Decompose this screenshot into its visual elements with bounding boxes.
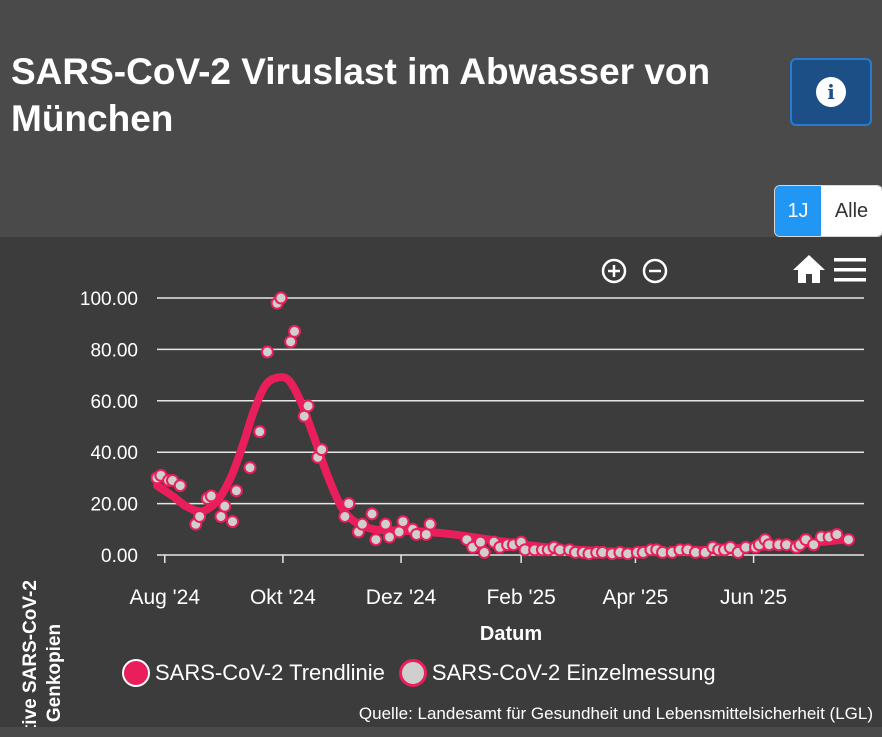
data-point <box>243 461 257 475</box>
trend-line <box>153 373 855 556</box>
zoom-out-icon[interactable] <box>641 257 669 285</box>
y-axis-label-line-2: Genkopien <box>44 624 65 722</box>
data-point <box>253 425 267 439</box>
data-point <box>173 479 187 493</box>
data-point <box>301 399 315 413</box>
source-note: Quelle: Landesamt für Gesundheit und Leb… <box>358 704 873 723</box>
y-tick-label: 100.00 <box>80 289 138 310</box>
range-selector: 1J Alle <box>774 185 882 237</box>
data-point <box>229 484 243 498</box>
x-tick-label: Apr '25 <box>602 586 668 609</box>
data-point <box>342 497 356 511</box>
legend: SARS-CoV-2 Trendlinie SARS-CoV-2 Einzelm… <box>122 659 716 687</box>
data-point <box>807 538 821 552</box>
x-axis-ticks: Aug '24 Okt '24 Dez '24 Feb '25 Apr '25 Jun '… <box>129 555 787 609</box>
data-point <box>288 324 302 338</box>
data-point <box>338 509 352 523</box>
data-point <box>369 533 383 547</box>
data-point <box>830 527 844 541</box>
home-icon[interactable] <box>792 253 826 285</box>
page-title: SARS-CoV-2 Viruslast im Abwasser von Mün… <box>11 51 711 139</box>
data-point <box>218 499 232 513</box>
legend-item-trend[interactable]: SARS-CoV-2 Trendlinie <box>122 659 385 687</box>
x-axis-label: Datum <box>480 623 542 645</box>
data-point <box>274 291 288 305</box>
y-tick-label: 80.00 <box>90 340 138 361</box>
chart-panel: 0.00 20.00 40.00 60.00 80.00 100.00 Aug '24 Ok… <box>0 237 882 727</box>
y-axis-label: Relative SARS-CoV-2 Genkopien <box>20 575 65 727</box>
x-tick-label: Jun '25 <box>720 586 787 609</box>
range-button-1j[interactable]: 1J <box>775 186 821 236</box>
x-tick-label: Feb '25 <box>486 586 555 609</box>
data-point <box>204 489 218 503</box>
legend-label-measurement: SARS-CoV-2 Einzelmessung <box>431 660 716 685</box>
y-axis-label-line-1: Relative SARS-CoV-2 <box>20 580 41 727</box>
data-point <box>355 517 369 531</box>
trend-series <box>153 373 855 556</box>
legend-marker-measurement <box>398 659 427 687</box>
y-tick-label: 0.00 <box>101 546 138 567</box>
data-point <box>379 517 393 531</box>
legend-item-measurement[interactable]: SARS-CoV-2 Einzelmessung <box>398 659 716 687</box>
measurement-series <box>150 291 856 561</box>
x-tick-label: Okt '24 <box>250 586 316 609</box>
data-point <box>382 530 396 544</box>
data-point <box>315 443 329 457</box>
range-button-alle[interactable]: Alle <box>821 186 882 236</box>
chart: 0.00 20.00 40.00 60.00 80.00 100.00 Aug '24 Ok… <box>20 289 864 727</box>
y-tick-label: 20.00 <box>90 495 138 516</box>
y-tick-label: 40.00 <box>90 443 138 464</box>
y-axis-ticks: 0.00 20.00 40.00 60.00 80.00 100.00 <box>80 289 138 567</box>
data-point <box>365 507 379 521</box>
menu-icon[interactable] <box>834 257 868 283</box>
x-tick-label: Aug '24 <box>129 586 200 609</box>
info-button[interactable]: i <box>790 58 872 126</box>
data-point <box>260 345 274 359</box>
zoom-in-icon[interactable] <box>600 257 628 285</box>
legend-label-trend: SARS-CoV-2 Trendlinie <box>155 660 385 685</box>
legend-marker-trend <box>122 659 150 687</box>
data-point <box>423 517 437 531</box>
data-point <box>842 533 856 547</box>
data-point <box>226 515 240 529</box>
x-tick-label: Dez '24 <box>366 586 437 609</box>
y-tick-label: 60.00 <box>90 392 138 413</box>
info-circle-icon: i <box>816 77 846 107</box>
data-point <box>193 509 207 523</box>
data-point <box>396 515 410 529</box>
data-point <box>477 545 491 559</box>
